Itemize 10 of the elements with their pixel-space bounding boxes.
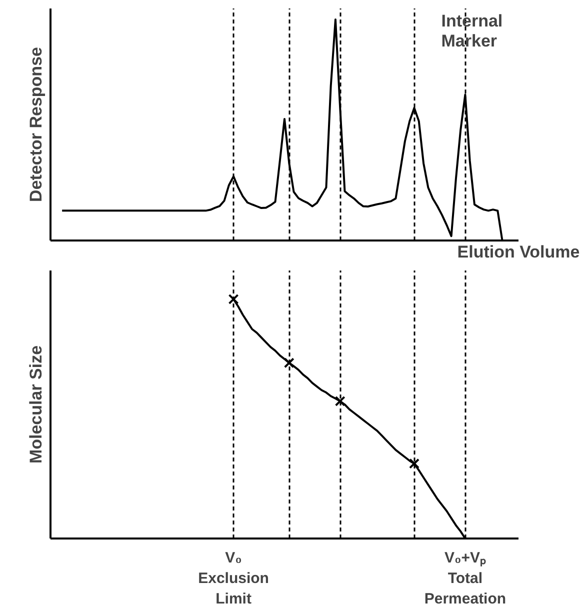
point xyxy=(228,294,239,304)
x-axis-title: Elution Volume xyxy=(457,242,580,262)
y-axis-title: Molecular Size xyxy=(26,345,46,464)
point xyxy=(409,458,420,469)
y-axis-title: Detector Response xyxy=(26,47,46,202)
x-tick-label: V₀ Exclusion Limit xyxy=(198,550,269,608)
point xyxy=(334,396,346,406)
x-tick-label: V₀+Vₚ Total Permeation xyxy=(424,550,506,608)
annotation: Internal Marker xyxy=(441,11,503,50)
point xyxy=(284,358,294,368)
